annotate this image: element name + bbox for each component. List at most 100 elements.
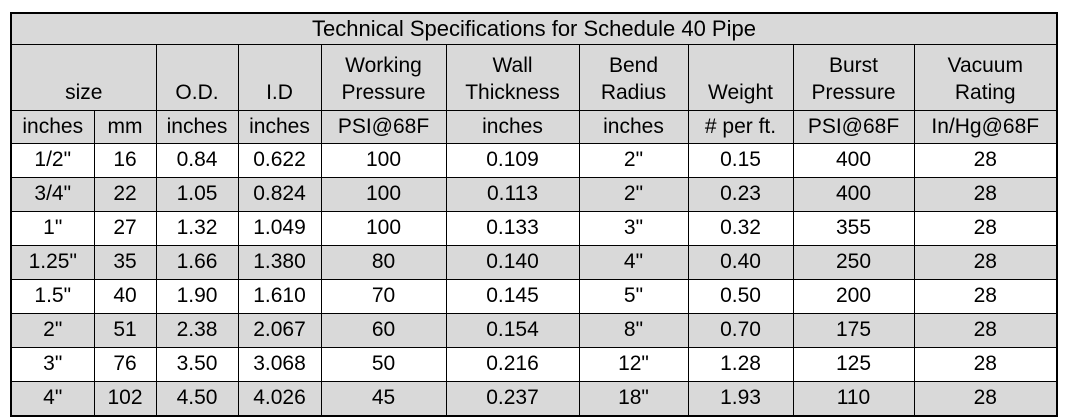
table-row: 1" 27 1.32 1.049 100 0.133 3" 0.32 355 28 [10,211,1058,246]
table-cell: 110 [792,381,915,417]
table-cell: 28 [913,381,1058,417]
spec-table-container: Technical Specifications for Schedule 40… [10,12,1058,417]
table-cell: 80 [320,245,447,280]
table-cell: 1.28 [687,347,794,382]
table-cell: 3.068 [237,347,322,382]
table-cell: 0.50 [687,279,794,314]
unit-header-inches: inches [578,110,689,144]
table-cell: 1" [10,211,95,246]
table-cell: 400 [792,177,915,212]
table-cell: 28 [913,245,1058,280]
table-cell: 0.32 [687,211,794,246]
table-cell: 1.66 [155,245,239,280]
unit-header-psi-68f: PSI@68F [320,110,447,144]
table-cell: 1.25" [10,245,95,280]
table-cell: 16 [93,143,157,178]
table-cell: 1.610 [237,279,322,314]
table-cell: 0.237 [445,381,580,417]
unit-header-inches: inches [10,110,95,144]
table-row: 1.25" 35 1.66 1.380 80 0.140 4" 0.40 250 28 [10,245,1058,280]
table-cell: 2" [578,177,689,212]
table-cell: 0.23 [687,177,794,212]
table-cell: 0.113 [445,177,580,212]
table-row: 4" 102 4.50 4.026 45 0.237 18" 1.93 110 28 [10,381,1058,417]
table-cell: 51 [93,313,157,348]
unit-header-inches: inches [155,110,239,144]
table-cell: 0.140 [445,245,580,280]
table-cell: 2" [578,143,689,178]
table-cell: 28 [913,177,1058,212]
unit-header-mm: mm [93,110,157,144]
table-cell: 1.90 [155,279,239,314]
table-cell: 45 [320,381,447,417]
table-cell: 8" [578,313,689,348]
column-header-bend-radius: Bend Radius [578,44,689,111]
table-cell: 100 [320,211,447,246]
schedule-40-pipe-spec-table: Technical Specifications for Schedule 40… [10,12,1058,417]
column-header-wall-thickness: Wall Thickness [445,44,580,111]
table-cell: 50 [320,347,447,382]
table-cell: 1.049 [237,211,322,246]
table-cell: 35 [93,245,157,280]
table-cell: 0.145 [445,279,580,314]
unit-header-per-ft: # per ft. [687,110,794,144]
table-cell: 28 [913,313,1058,348]
table-cell: 27 [93,211,157,246]
table-cell: 3" [10,347,95,382]
column-header-vacuum-rating: Vacuum Rating [913,44,1058,111]
table-row: 2" 51 2.38 2.067 60 0.154 8" 0.70 175 28 [10,313,1058,348]
table-cell: 0.824 [237,177,322,212]
table-cell: 3/4" [10,177,95,212]
table-cell: 0.154 [445,313,580,348]
table-cell: 4" [578,245,689,280]
table-cell: 40 [93,279,157,314]
table-cell: 100 [320,177,447,212]
column-header-burst-pressure: Burst Pressure [792,44,915,111]
table-cell: 250 [792,245,915,280]
table-cell: 1.32 [155,211,239,246]
unit-header-inches: inches [237,110,322,144]
table-cell: 2.38 [155,313,239,348]
column-header-size: size [10,44,157,111]
table-cell: 0.109 [445,143,580,178]
table-cell: 1.380 [237,245,322,280]
table-units-row: inches mm inches inches PSI@68F inches inches #… [10,110,1058,144]
table-cell: 2.067 [237,313,322,348]
table-cell: 4" [10,381,95,417]
table-cell: 1.5" [10,279,95,314]
table-title: Technical Specifications for Schedule 40… [10,12,1058,45]
unit-header-in-hg-68f: In/Hg@68F [913,110,1058,144]
table-cell: 100 [320,143,447,178]
table-row: 3/4" 22 1.05 0.824 100 0.113 2" 0.23 400 28 [10,177,1058,212]
table-cell: 70 [320,279,447,314]
table-cell: 0.15 [687,143,794,178]
table-cell: 28 [913,211,1058,246]
table-cell: 0.70 [687,313,794,348]
table-cell: 2" [10,313,95,348]
table-cell: 102 [93,381,157,417]
table-row: 1.5" 40 1.90 1.610 70 0.145 5" 0.50 200 28 [10,279,1058,314]
unit-header-inches: inches [445,110,580,144]
table-cell: 28 [913,347,1058,382]
table-cell: 3.50 [155,347,239,382]
column-header-i-d: I.D [237,44,322,111]
table-cell: 76 [93,347,157,382]
table-cell: 1.93 [687,381,794,417]
table-cell: 200 [792,279,915,314]
column-header-weight: Weight [687,44,794,111]
table-cell: 3" [578,211,689,246]
table-cell: 4.50 [155,381,239,417]
column-header-working-pressure: Working Pressure [320,44,447,111]
table-cell: 0.216 [445,347,580,382]
table-cell: 22 [93,177,157,212]
table-cell: 1/2" [10,143,95,178]
table-row: 3" 76 3.50 3.068 50 0.216 12" 1.28 125 28 [10,347,1058,382]
table-row: 1/2" 16 0.84 0.622 100 0.109 2" 0.15 400 28 [10,143,1058,178]
table-cell: 0.133 [445,211,580,246]
table-cell: 0.84 [155,143,239,178]
table-cell: 28 [913,143,1058,178]
table-cell: 28 [913,279,1058,314]
table-cell: 60 [320,313,447,348]
table-cell: 1.05 [155,177,239,212]
table-cell: 175 [792,313,915,348]
